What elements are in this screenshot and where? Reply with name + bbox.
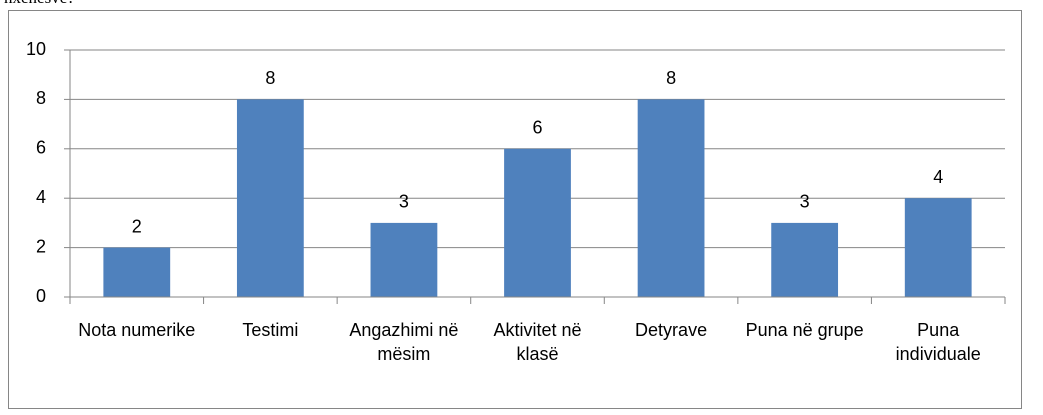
x-tick-label: Aktivitet në klasë — [493, 320, 582, 364]
x-tick-label: Puna në grupe — [745, 320, 864, 340]
y-tick-label: 8 — [36, 88, 46, 108]
caption: nxënësve? — [4, 0, 75, 8]
data-label: 3 — [800, 192, 810, 212]
data-label: 8 — [265, 68, 275, 88]
bar — [370, 222, 438, 297]
data-label: 3 — [399, 192, 409, 212]
bar — [504, 148, 571, 297]
bar — [103, 247, 171, 297]
x-tick-label: Angazhimi në mësim — [349, 320, 459, 364]
bar — [771, 222, 839, 297]
y-tick-label: 6 — [36, 138, 46, 158]
data-label: 4 — [933, 167, 943, 187]
bar — [236, 99, 304, 298]
y-tick-label: 2 — [36, 236, 46, 256]
x-tick-label: Testimi — [242, 320, 299, 340]
bar — [637, 99, 705, 298]
data-label: 8 — [666, 68, 676, 88]
data-label: 6 — [532, 118, 542, 138]
y-tick-label: 0 — [36, 286, 46, 306]
x-tick-label: Puna individuale — [895, 320, 981, 364]
chart-border — [8, 10, 1022, 409]
x-tick-label: Detyrave — [635, 320, 708, 340]
x-tick-label: Nota numerike — [78, 320, 196, 340]
bar — [904, 198, 972, 297]
data-label: 2 — [132, 216, 142, 236]
y-tick-label: 4 — [36, 187, 46, 207]
y-tick-label: 10 — [26, 39, 46, 59]
